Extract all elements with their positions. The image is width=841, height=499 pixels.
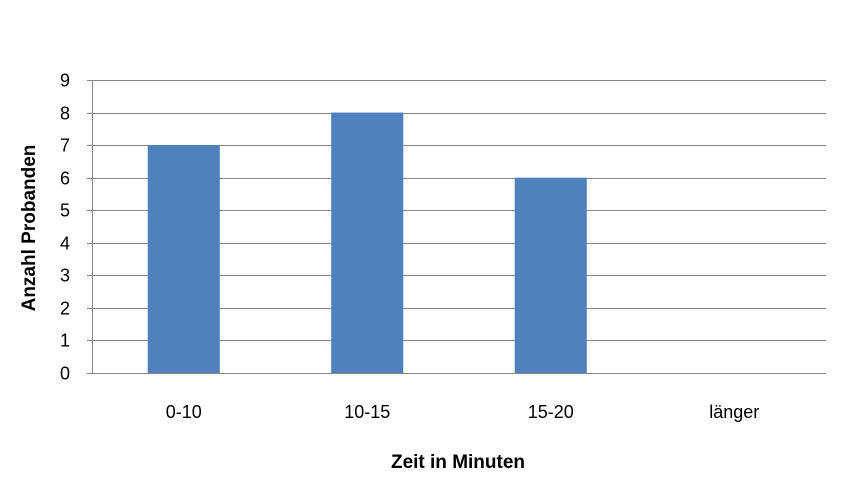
y-tick-label: 3 xyxy=(60,266,70,286)
axes xyxy=(87,80,826,374)
bar-0-10 xyxy=(147,145,220,373)
bars xyxy=(147,112,587,374)
y-tick-label: 4 xyxy=(60,234,70,254)
x-tick-labels: 0-10 10-15 15-20 länger xyxy=(166,402,760,422)
y-tick-label: 7 xyxy=(60,136,70,156)
y-tick-labels: 0 1 2 3 4 5 6 7 8 9 xyxy=(60,71,70,384)
x-tick-label: 10-15 xyxy=(344,402,390,422)
x-tick-label: länger xyxy=(709,402,759,422)
x-tick-label: 15-20 xyxy=(528,402,574,422)
y-tick-label: 5 xyxy=(60,201,70,221)
y-tick-label: 6 xyxy=(60,169,70,189)
y-tick-label: 9 xyxy=(60,71,70,91)
y-tick-label: 8 xyxy=(60,104,70,124)
y-axis-title: Anzahl Probanden xyxy=(19,145,40,312)
y-tick-label: 1 xyxy=(60,331,70,351)
bar-10-15 xyxy=(331,112,404,374)
y-tick-label: 0 xyxy=(60,364,70,384)
bar-15-20 xyxy=(514,177,587,373)
x-axis-title: Zeit in Minuten xyxy=(391,452,525,473)
y-tick-label: 2 xyxy=(60,299,70,319)
x-tick-label: 0-10 xyxy=(166,402,202,422)
